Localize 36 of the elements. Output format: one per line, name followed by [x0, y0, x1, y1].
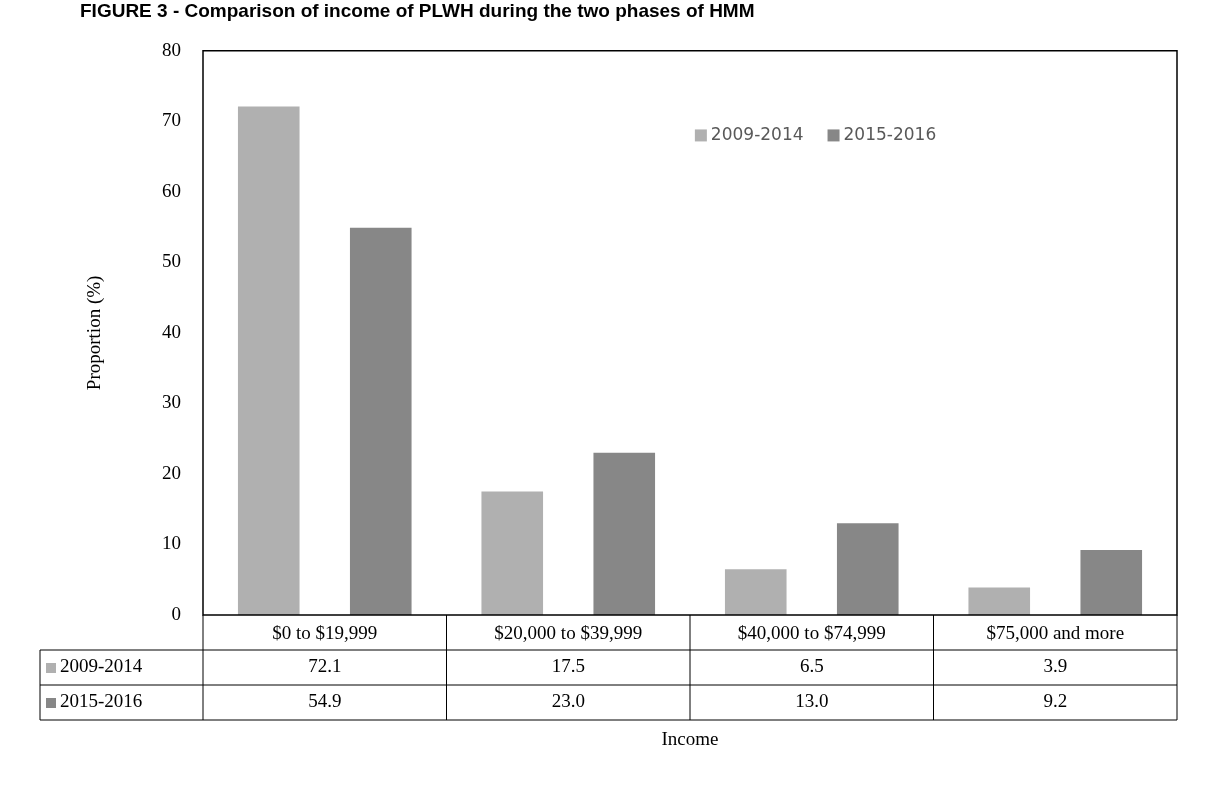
bar [481, 491, 544, 615]
y-tick-label: 70 [162, 109, 181, 131]
data-label: 13.0 [795, 690, 829, 712]
data-label: 54.9 [308, 690, 342, 712]
x-tick-label: $20,000 to $39,999 [494, 622, 643, 644]
x-tick-label: $40,000 to $74,999 [737, 622, 886, 644]
chart-title: FIGURE 3 - Comparison of income of PLWH during the two phases of HMM [80, 0, 755, 21]
y-tick-label: 60 [162, 179, 181, 201]
data-label: 3.9 [1043, 655, 1068, 677]
data-label: 6.5 [799, 655, 824, 677]
x-axis-title: Income [661, 727, 719, 749]
x-tick-label: $75,000 and more [986, 622, 1125, 644]
data-label: 9.2 [1043, 690, 1068, 712]
y-tick-label: 30 [162, 391, 181, 413]
legend-label: 2009-2014 [710, 123, 804, 144]
bar [349, 227, 412, 615]
bar [836, 523, 899, 615]
data-label: 17.5 [551, 655, 585, 677]
bar [593, 452, 656, 615]
y-tick-label: 10 [162, 532, 181, 554]
bar [237, 106, 300, 615]
bar [724, 569, 787, 615]
y-tick-label: 0 [171, 602, 181, 624]
y-tick-label: 40 [162, 320, 181, 342]
bar [968, 587, 1031, 615]
data-label: 72.1 [308, 655, 342, 677]
y-axis-title: Proportion (%) [83, 275, 106, 391]
data-label: 23.0 [551, 690, 585, 712]
bar [1080, 550, 1143, 615]
y-tick-label: 80 [162, 38, 181, 60]
text: 2015-2016 [60, 690, 143, 712]
legend-label: 2015-2016 [843, 123, 937, 144]
text: 2009-2014 [60, 655, 143, 677]
y-tick-label: 50 [162, 250, 181, 272]
y-tick-label: 20 [162, 461, 181, 483]
x-tick-label: $0 to $19,999 [272, 622, 378, 644]
